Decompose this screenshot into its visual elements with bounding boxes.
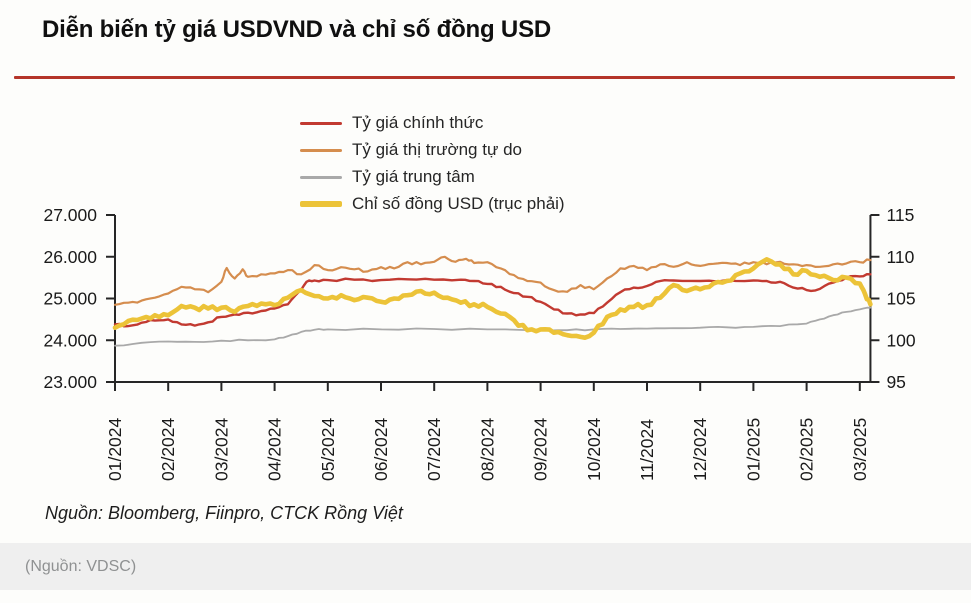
x-tick-label: 08/2024	[477, 417, 497, 481]
x-tick-label: 01/2025	[743, 418, 763, 481]
chart-legend: Tỷ giá chính thức Tỷ giá thị trường tự do…	[300, 112, 565, 215]
x-tick-label: 02/2025	[797, 418, 817, 481]
caption-text: (Nguồn: VDSC)	[25, 557, 137, 575]
right-tick-label: 115	[886, 205, 914, 225]
right-tick-label: 110	[886, 247, 914, 267]
x-tick-label: 03/2025	[850, 418, 870, 481]
x-tick-label: 04/2024	[265, 417, 285, 481]
caption-bar: (Nguồn: VDSC)	[0, 543, 971, 590]
chart-title: Diễn biến tỷ giá USDVND và chỉ số đồng U…	[42, 16, 552, 43]
x-tick-label: 01/2024	[105, 417, 125, 481]
legend-item-label: Tỷ giá chính thức	[352, 113, 484, 132]
x-tick-label: 05/2024	[318, 417, 338, 481]
legend-item: Tỷ giá chính thức	[300, 112, 565, 134]
legend-line-swatch	[300, 201, 342, 207]
left-tick-label: 26.000	[43, 247, 97, 267]
x-tick-label: 12/2024	[690, 417, 710, 481]
legend-item-label: Tỷ giá trung tâm	[352, 167, 475, 186]
legend-item: Tỷ giá trung tâm	[300, 166, 565, 188]
legend-item: Tỷ giá thị trường tự do	[300, 139, 565, 161]
legend-line-swatch	[300, 175, 342, 179]
legend-item: Chỉ số đồng USD (trục phải)	[300, 193, 565, 215]
left-tick-label: 25.000	[43, 289, 97, 309]
left-tick-label: 27.000	[43, 205, 97, 225]
series-line-1	[113, 255, 872, 306]
title-underline	[14, 76, 955, 79]
right-tick-label: 95	[886, 372, 905, 392]
legend-item-label: Tỷ giá thị trường tự do	[352, 140, 522, 159]
x-tick-label: 11/2024	[637, 419, 657, 481]
x-tick-label: 06/2024	[371, 417, 391, 481]
x-tick-label: 02/2024	[158, 417, 178, 481]
left-tick-label: 24.000	[43, 330, 97, 350]
series-line-0	[113, 273, 872, 328]
right-tick-label: 105	[886, 289, 915, 309]
source-note: Nguồn: Bloomberg, Fiinpro, CTCK Rồng Việ…	[45, 503, 403, 523]
right-tick-label: 100	[886, 330, 915, 350]
left-tick-label: 23.000	[43, 372, 97, 392]
x-tick-label: 07/2024	[424, 417, 444, 481]
x-tick-label: 09/2024	[531, 417, 551, 481]
x-tick-label: 10/2024	[584, 417, 604, 481]
x-tick-label: 03/2024	[211, 417, 231, 481]
series-line-2	[114, 306, 872, 347]
legend-line-swatch	[300, 121, 342, 125]
legend-line-swatch	[300, 148, 342, 152]
legend-item-label: Chỉ số đồng USD (trục phải)	[352, 194, 565, 213]
series-line-3	[112, 256, 873, 341]
